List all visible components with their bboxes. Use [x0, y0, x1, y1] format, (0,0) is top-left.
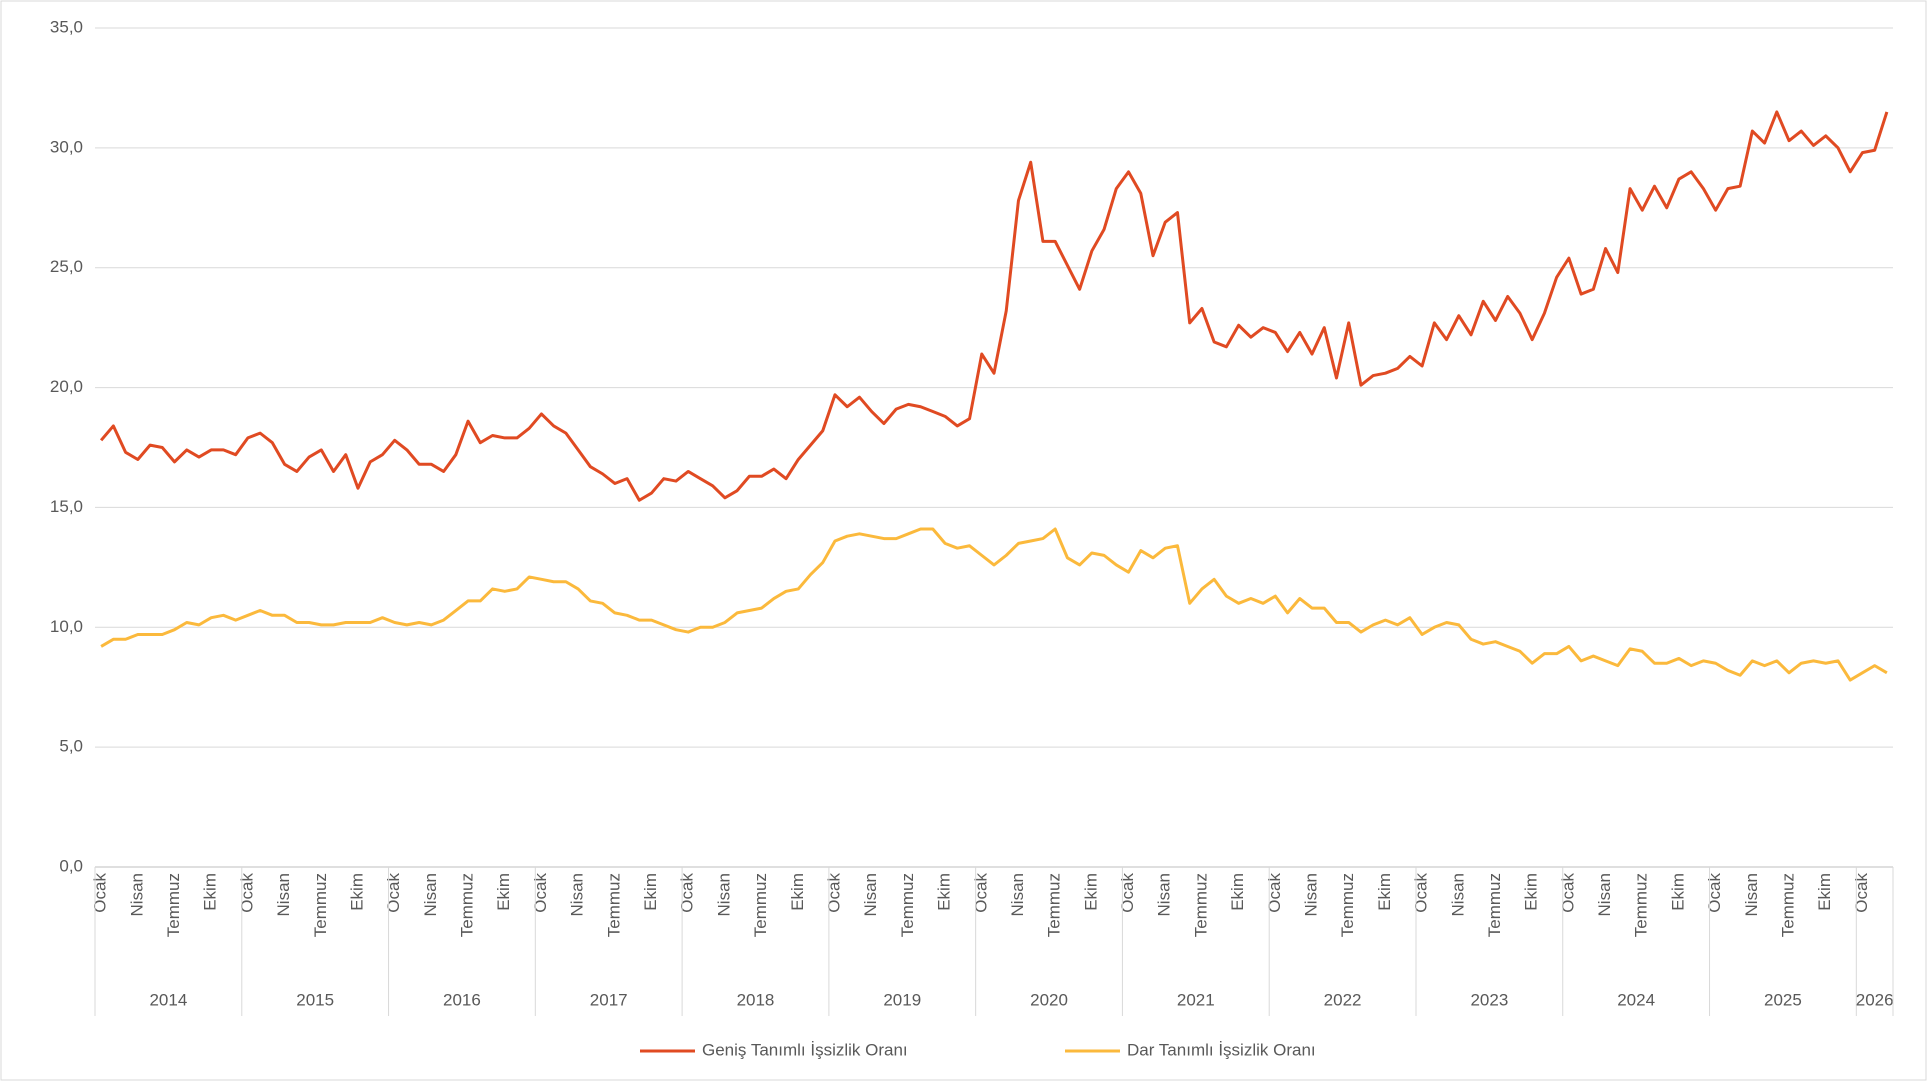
year-label: 2018 — [737, 990, 775, 1009]
y-tick-label: 35,0 — [50, 17, 83, 36]
x-tick-label: Temmuz — [458, 873, 477, 937]
year-label: 2016 — [443, 990, 481, 1009]
x-tick-label: Ocak — [91, 873, 110, 913]
x-tick-label: Temmuz — [1779, 873, 1798, 937]
year-label: 2017 — [590, 990, 628, 1009]
x-tick-label: Ocak — [1412, 873, 1431, 913]
x-tick-label: Nisan — [714, 873, 733, 916]
y-tick-label: 15,0 — [50, 497, 83, 516]
series-line — [100, 527, 1888, 682]
x-tick-label: Nisan — [1742, 873, 1761, 916]
year-label: 2020 — [1030, 990, 1068, 1009]
x-tick-label: Nisan — [1155, 873, 1174, 916]
x-tick-label: Nisan — [1008, 873, 1027, 916]
x-tick-label: Temmuz — [1485, 873, 1504, 937]
x-tick-label: Ocak — [1705, 873, 1724, 913]
x-tick-label: Temmuz — [1045, 873, 1064, 937]
x-tick-label: Temmuz — [1191, 873, 1210, 937]
x-tick-label: Nisan — [127, 873, 146, 916]
year-label: 2023 — [1470, 990, 1508, 1009]
x-tick-label: Ocak — [384, 873, 403, 913]
series-line — [99, 110, 1889, 502]
legend-label: Dar Tanımlı İşsizlik Oranı — [1127, 1040, 1316, 1059]
x-tick-label: Ocak — [237, 873, 256, 913]
year-label: 2021 — [1177, 990, 1215, 1009]
x-tick-label: Ocak — [971, 873, 990, 913]
x-tick-label: Temmuz — [898, 873, 917, 937]
x-tick-label: Ekim — [1522, 873, 1541, 911]
year-label: 2015 — [296, 990, 334, 1009]
x-tick-label: Nisan — [568, 873, 587, 916]
x-tick-label: Temmuz — [1632, 873, 1651, 937]
x-tick-label: Ekim — [1081, 873, 1100, 911]
x-tick-label: Ocak — [1852, 873, 1871, 913]
y-tick-label: 0,0 — [59, 856, 83, 875]
y-tick-label: 30,0 — [50, 137, 83, 156]
x-tick-label: Ekim — [1228, 873, 1247, 911]
x-tick-label: Ocak — [1558, 873, 1577, 913]
x-tick-label: Temmuz — [604, 873, 623, 937]
x-tick-label: Ekim — [1815, 873, 1834, 911]
x-tick-label: Temmuz — [751, 873, 770, 937]
x-tick-label: Ekim — [788, 873, 807, 911]
x-tick-label: Temmuz — [311, 873, 330, 937]
year-label: 2025 — [1764, 990, 1802, 1009]
x-tick-label: Ekim — [641, 873, 660, 911]
year-label: 2022 — [1324, 990, 1362, 1009]
y-tick-label: 25,0 — [50, 257, 83, 276]
y-tick-label: 10,0 — [50, 617, 83, 636]
year-label: 2024 — [1617, 990, 1655, 1009]
x-tick-label: Nisan — [1448, 873, 1467, 916]
x-tick-label: Ekim — [347, 873, 366, 911]
x-tick-label: Nisan — [861, 873, 880, 916]
year-label: 2014 — [149, 990, 187, 1009]
x-tick-label: Nisan — [421, 873, 440, 916]
x-tick-label: Nisan — [274, 873, 293, 916]
y-tick-label: 20,0 — [50, 377, 83, 396]
y-tick-label: 5,0 — [59, 737, 83, 756]
x-tick-label: Ekim — [935, 873, 954, 911]
year-label: 2019 — [883, 990, 921, 1009]
year-label: 2026 — [1856, 990, 1894, 1009]
x-tick-label: Ocak — [1118, 873, 1137, 913]
x-tick-label: Ocak — [531, 873, 550, 913]
legend-label: Geniş Tanımlı İşsizlik Oranı — [702, 1040, 908, 1059]
x-tick-label: Ekim — [201, 873, 220, 911]
x-tick-label: Ekim — [1375, 873, 1394, 911]
x-tick-label: Nisan — [1301, 873, 1320, 916]
x-tick-label: Ocak — [824, 873, 843, 913]
x-tick-label: Ocak — [1265, 873, 1284, 913]
x-tick-label: Temmuz — [1338, 873, 1357, 937]
x-tick-label: Ekim — [1668, 873, 1687, 911]
x-tick-label: Nisan — [1595, 873, 1614, 916]
x-tick-label: Ocak — [678, 873, 697, 913]
x-tick-label: Temmuz — [164, 873, 183, 937]
x-tick-label: Ekim — [494, 873, 513, 911]
